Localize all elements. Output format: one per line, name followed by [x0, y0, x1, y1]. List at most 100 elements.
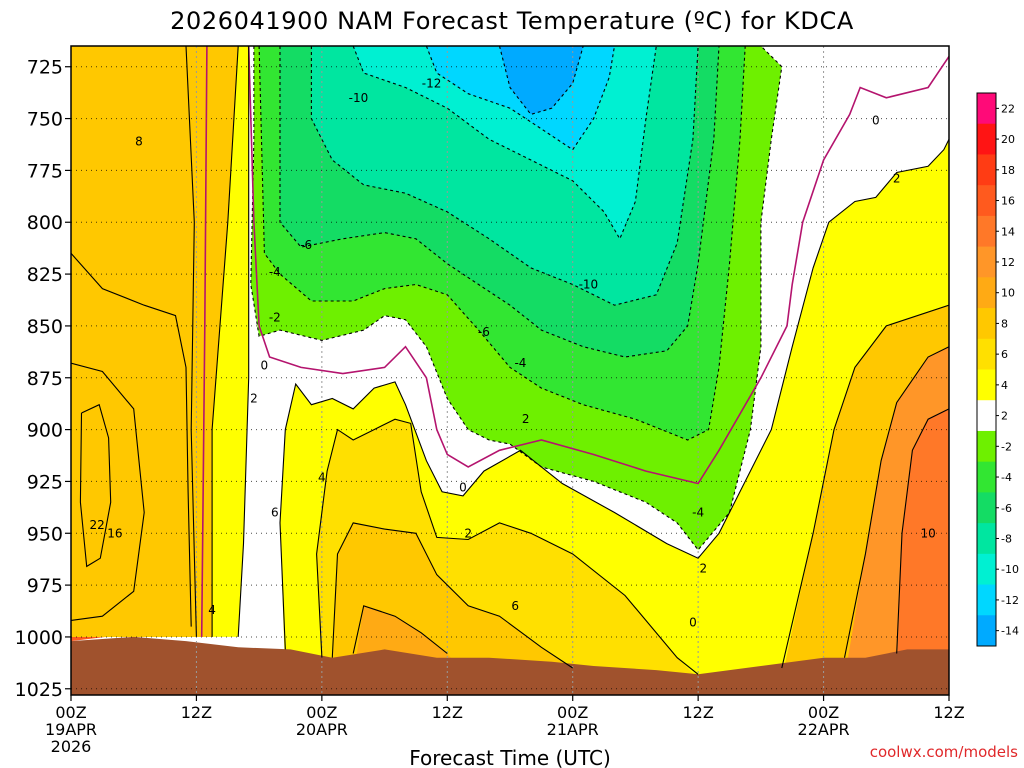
colorbar-label-15: -10: [1001, 563, 1019, 576]
xtick-label-36-0: 12Z: [432, 703, 463, 722]
contour-label-15: 0: [459, 481, 467, 495]
ytick-label-750: 750: [27, 109, 63, 131]
xtick-label-24-1: 20APR: [296, 720, 348, 739]
colorbar-swatch-7: [977, 308, 996, 340]
contour-label-20: 10: [920, 526, 935, 540]
contour-label-2: 8: [135, 134, 143, 148]
fill-ground: [71, 636, 949, 695]
colorbar-label-7: 8: [1001, 317, 1008, 330]
colorbar-label-0: 22: [1001, 102, 1015, 115]
credit-text[interactable]: coolwx.com/models: [870, 743, 1018, 761]
xtick-label-48-1: 21APR: [547, 720, 599, 739]
colorbar: 22 20 18 16 14 12 10 8 6 4 2 -2 -4 -6 -8 -10 -12 -14: [976, 92, 1019, 647]
xtick-label-24-0: 00Z: [306, 703, 337, 722]
fill-cool-14: [499, 46, 584, 115]
contour-label-23: 4: [208, 603, 216, 617]
ytick-label-850: 850: [27, 316, 63, 338]
contour-line-r6: [781, 304, 949, 669]
contour-line-l-2: [250, 46, 783, 551]
contour-label-8: -2: [269, 311, 281, 325]
contour-line-w20: [71, 362, 145, 621]
ytick-label-1000: 1000: [15, 627, 63, 649]
ytick-label-800: 800: [27, 212, 63, 234]
contour-lines: [71, 46, 949, 675]
contour-label-25: 0: [689, 615, 697, 629]
colorbar-label-13: -6: [1001, 502, 1012, 515]
ytick-label-725: 725: [27, 57, 63, 79]
colorbar-swatch-5: [977, 246, 996, 278]
ytick-label-975: 975: [27, 575, 63, 597]
ytick-label-900: 900: [27, 420, 63, 442]
chart-title: 2026041900 NAM Forecast Temperature (ºC)…: [170, 7, 854, 35]
contour-label-22: 2: [700, 562, 708, 576]
colorbar-label-8: 6: [1001, 348, 1008, 361]
colorbar-label-11: -2: [1001, 440, 1012, 453]
contour-line-w22: [79, 403, 112, 568]
contour-label-11: -4: [514, 356, 526, 370]
colorbar-swatch-9: [977, 369, 996, 401]
colorbar-label-17: -14: [1001, 625, 1019, 638]
colorbar-swatch-16: [977, 584, 996, 616]
colorbar-label-10: 2: [1001, 410, 1008, 423]
pressure-axis: 725 750 775 800 825 850 875 900 925 950 975 1000 102…: [15, 57, 71, 701]
colorbar-frame: [976, 92, 997, 647]
contour-label-14: 4: [318, 470, 326, 484]
colorbar-label-6: 10: [1001, 287, 1015, 300]
contour-line-l-12: [425, 46, 616, 151]
colorbar-swatch-12: [977, 461, 996, 493]
contour-label-7: -10: [579, 277, 599, 291]
colorbar-swatch-14: [977, 523, 996, 555]
contour-label-1: -10: [349, 91, 369, 105]
contour-line-l-6: [279, 46, 720, 358]
contour-label-9: -6: [478, 325, 490, 339]
contour-label-21: 2: [464, 526, 472, 540]
colorbar-label-4: 14: [1001, 225, 1015, 238]
contour-line-w12: [185, 46, 197, 637]
contour-label-0: -12: [422, 76, 442, 90]
contour-label-16: 6: [271, 506, 279, 520]
xtick-label-0-0: 00Z: [55, 703, 86, 722]
colorbar-swatch-8: [977, 338, 996, 370]
colorbar-label-5: 12: [1001, 256, 1015, 269]
gridlines: [71, 46, 949, 695]
colorbar-label-1: 20: [1001, 133, 1015, 146]
contour-line-r10: [843, 346, 949, 658]
contour-line-w4: [237, 46, 250, 637]
contour-line-l0a: [247, 46, 949, 485]
colorbar-swatch-6: [977, 277, 996, 309]
colorbar-label-3: 16: [1001, 195, 1015, 208]
contour-line-l-8: [310, 46, 699, 306]
ytick-label-950: 950: [27, 523, 63, 545]
xtick-label-60-0: 12Z: [682, 703, 713, 722]
colorbar-label-9: 4: [1001, 379, 1008, 392]
colorbar-swatch-0: [977, 93, 996, 125]
contour-label-18: 16: [107, 526, 122, 540]
colorbar-swatch-13: [977, 492, 996, 524]
fill-right12: [896, 408, 949, 679]
contour-line-l4: [316, 418, 699, 675]
ytick-label-925: 925: [27, 471, 63, 493]
colorbar-swatch-3: [977, 185, 996, 217]
colorbar-swatch-17: [977, 615, 996, 647]
contour-line-l8: [352, 605, 448, 654]
contour-line-l0b: [200, 46, 208, 637]
ytick-label-1025: 1025: [15, 679, 63, 701]
contour-label-19: -4: [692, 506, 704, 520]
colorbar-label-12: -4: [1001, 471, 1012, 484]
plot-frame: [70, 45, 950, 696]
colorbar-label-16: -12: [1001, 594, 1019, 607]
xtick-label-72-1: 22APR: [798, 720, 850, 739]
xtick-label-72-0: 00Z: [808, 703, 839, 722]
contour-label-6: -4: [269, 265, 281, 279]
temperature-fills: [71, 46, 949, 695]
colorbar-swatch-15: [977, 553, 996, 586]
contour-line-r12: [896, 408, 949, 654]
colorbar-label-14: -8: [1001, 532, 1012, 545]
contour-line-l-4: [258, 46, 746, 441]
contour-line-w8: [211, 46, 239, 637]
xtick-label-0-2: 2026: [51, 737, 92, 756]
colorbar-swatch-11: [977, 430, 996, 463]
